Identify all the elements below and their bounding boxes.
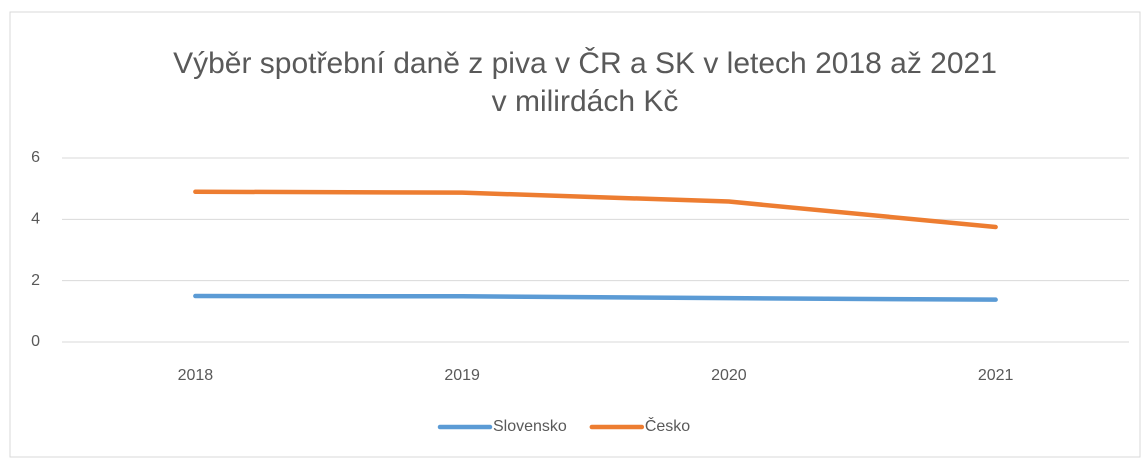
- y-tick-label: 0: [31, 333, 40, 350]
- chart-frame: [9, 11, 1141, 458]
- legend-label: Česko: [645, 416, 690, 435]
- chart-subtitle: v milirdách Kč: [492, 85, 679, 118]
- x-tick-label: 2020: [711, 367, 747, 384]
- series-line: [193, 189, 998, 230]
- chart-title: Výběr spotřební daně z piva v ČR a SK v …: [173, 46, 997, 80]
- x-tick-label: 2018: [178, 367, 214, 384]
- y-tick-label: 6: [31, 149, 40, 166]
- x-tick-label: 2019: [444, 367, 480, 384]
- series-line: [193, 293, 998, 302]
- x-tick-label: 2021: [978, 367, 1014, 384]
- y-tick-label: 4: [31, 211, 40, 228]
- legend-label: Slovensko: [493, 418, 567, 435]
- y-tick-label: 2: [31, 272, 40, 289]
